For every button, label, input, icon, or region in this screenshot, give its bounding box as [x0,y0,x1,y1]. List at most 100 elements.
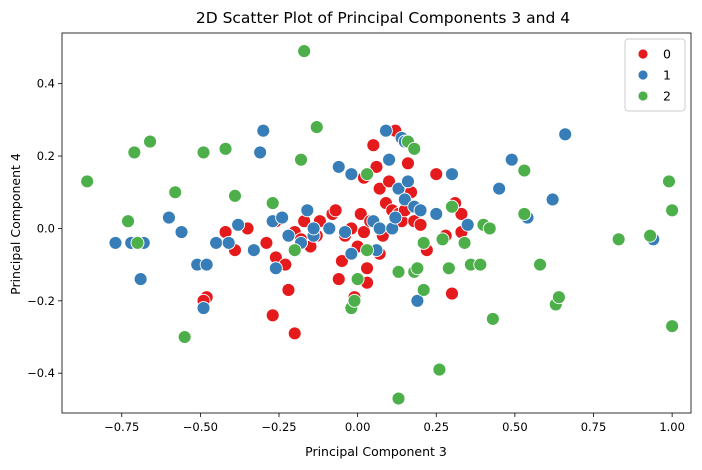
data-point [388,210,403,225]
data-point [445,286,459,301]
data-point [287,326,302,341]
data-point [231,217,246,232]
x-axis-label: Principal Component 3 [305,444,447,459]
legend-label: 1 [663,68,671,83]
y-tick-label: −0.2 [27,294,55,308]
data-point [401,174,415,189]
data-point [401,156,415,171]
data-point [545,192,560,207]
data-point [432,362,447,377]
data-point [473,257,488,272]
data-point [199,257,214,272]
data-point [309,120,324,135]
data-point [551,290,566,305]
y-tick-label: −0.4 [27,366,55,380]
data-point [416,235,431,250]
series-1 [108,123,661,315]
data-point [413,203,428,218]
legend-marker [637,48,649,60]
data-point [228,188,242,203]
data-point [133,272,148,287]
data-point [435,232,450,247]
data-point [196,145,211,160]
data-point [665,319,680,334]
data-point [196,301,211,315]
data-point [382,152,397,167]
data-point [281,228,296,243]
legend-box [624,38,686,112]
y-axis: −0.4 −0.2 0.0 0.2 0.4 [27,77,62,380]
data-point [372,221,387,236]
data-point [429,167,444,182]
data-point [265,196,280,211]
data-point [347,293,362,308]
data-point [275,210,290,225]
data-point [174,225,189,239]
y-tick-label: 0.2 [37,149,55,163]
chart-title: 2D Scatter Plot of Principal Components … [196,9,570,27]
data-point [378,123,393,138]
data-point [338,225,352,239]
x-tick-label: 0.00 [345,420,371,434]
data-point [334,254,349,268]
legend-marker [637,90,649,102]
data-point [360,261,375,276]
data-point [287,243,302,258]
legend-marker [637,69,649,81]
data-point [127,145,142,160]
data-point [413,217,428,232]
y-tick-label: 0.4 [37,77,55,91]
data-point [246,243,261,258]
data-point [492,181,507,196]
x-tick-label: −0.25 [261,420,296,434]
data-point [445,199,459,214]
data-point [300,203,315,218]
data-point [460,217,475,232]
data-point [611,232,626,247]
data-point [360,243,375,258]
x-tick-label: 0.50 [502,420,528,434]
data-point [369,159,384,174]
data-point [410,293,425,308]
data-point [407,141,422,156]
data-point [256,123,271,138]
x-tick-label: 0.75 [581,420,607,434]
data-point [482,221,497,236]
data-point [643,228,658,243]
data-point [221,235,236,250]
data-point [441,261,456,276]
legend: 0 1 2 [624,38,686,112]
data-point [504,152,519,167]
data-point [218,141,233,156]
data-point [366,138,381,153]
data-point [331,272,346,287]
data-point [391,181,406,196]
data-point [517,163,532,178]
legend-label: 2 [663,89,671,104]
data-point [253,145,268,160]
data-point [391,264,406,279]
y-axis-label: Principal Component 4 [8,153,23,295]
data-point [356,225,371,239]
data-point [161,210,176,225]
data-point [328,203,343,218]
x-tick-label: 1.00 [659,420,685,434]
data-point [268,261,283,276]
data-point [265,308,280,323]
data-point [168,185,183,200]
x-axis: −0.75 −0.50 −0.25 0.00 0.25 0.50 0.75 1.00 [104,413,685,434]
plot-frame [61,32,692,414]
data-point [294,152,308,167]
data-point [177,330,192,344]
data-point [130,235,145,250]
data-point [350,272,365,287]
data-point [360,167,375,182]
data-point [665,203,680,218]
data-point [382,174,397,189]
x-tick-label: 0.25 [423,420,449,434]
data-point [353,207,368,221]
data-point [80,174,95,189]
data-point [429,207,444,221]
data-point [662,174,676,189]
data-point [259,235,274,250]
